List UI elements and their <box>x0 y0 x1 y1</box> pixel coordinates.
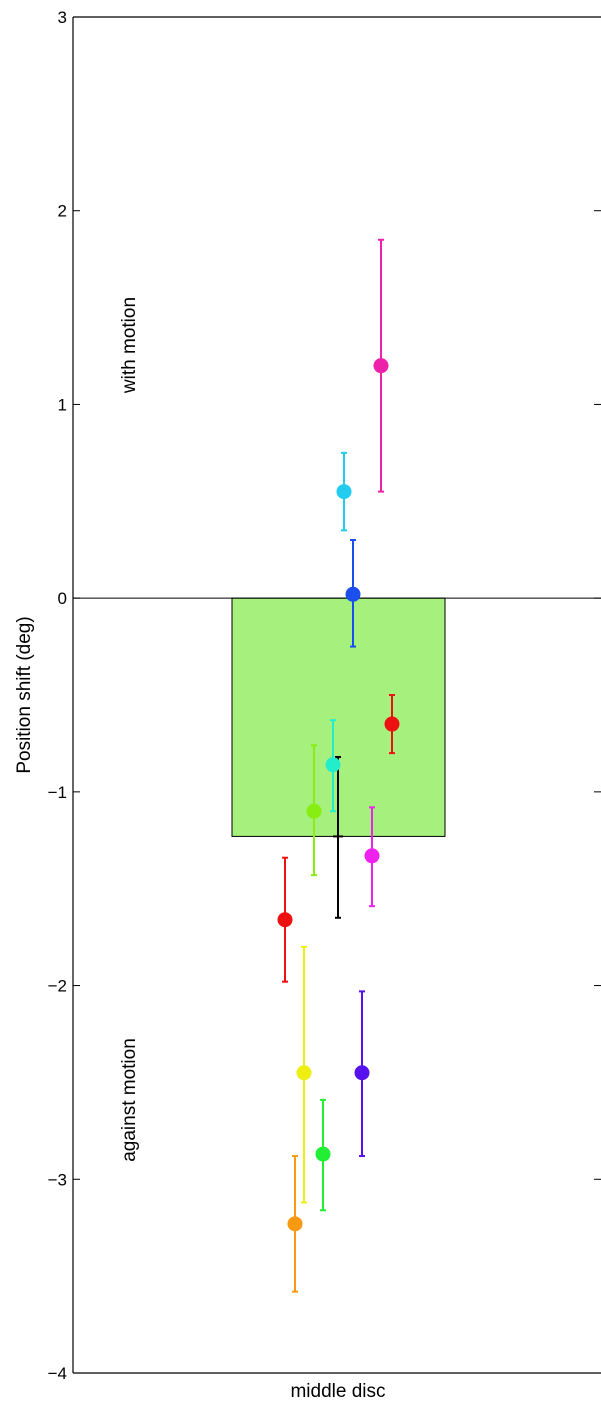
observer-point-7 <box>364 806 380 908</box>
observer-point-3 <box>345 539 361 648</box>
observer-point-5 <box>325 719 341 813</box>
observer-marker <box>345 586 361 602</box>
observer-point-11 <box>315 1098 331 1212</box>
observer-point-2 <box>336 451 352 532</box>
observer-point-1 <box>373 238 389 493</box>
y-tick-label: 2 <box>58 202 67 221</box>
observer-marker <box>373 358 389 374</box>
observer-marker <box>315 1146 331 1162</box>
y-tick-label: −4 <box>48 1364 67 1383</box>
observer-point-10 <box>354 990 370 1158</box>
observer-point-6 <box>306 744 322 877</box>
y-tick-label: −1 <box>48 783 67 802</box>
x-category-label: middle disc <box>290 1381 385 1402</box>
observer-marker <box>277 912 293 928</box>
observer-point-9 <box>296 945 312 1204</box>
y-tick-label: 1 <box>58 395 67 414</box>
observer-marker <box>306 803 322 819</box>
axes-layer <box>72 16 601 1374</box>
annotation-against-motion: against motion <box>119 1038 140 1162</box>
observer-marker <box>384 716 400 732</box>
observer-point-4 <box>384 694 400 755</box>
observer-marker <box>364 848 380 864</box>
observer-point-12 <box>287 1155 303 1293</box>
observer-marker <box>336 484 352 500</box>
tick-layer: 3 2 1 0 −1 −2 −3 −4 <box>48 8 601 1383</box>
observer-marker <box>287 1216 303 1232</box>
observer-marker <box>296 1065 312 1081</box>
annotation-with-motion: with motion <box>119 297 140 394</box>
observer-marker <box>325 757 341 773</box>
y-tick-label: −2 <box>48 977 67 996</box>
y-tick-label: −3 <box>48 1170 67 1189</box>
points-layer <box>277 238 400 1293</box>
observer-marker <box>354 1065 370 1081</box>
y-axis-label: Position shift (deg) <box>14 616 35 773</box>
y-tick-label: 0 <box>58 589 67 608</box>
observer-point-8 <box>277 856 293 983</box>
y-tick-label: 3 <box>58 8 67 27</box>
